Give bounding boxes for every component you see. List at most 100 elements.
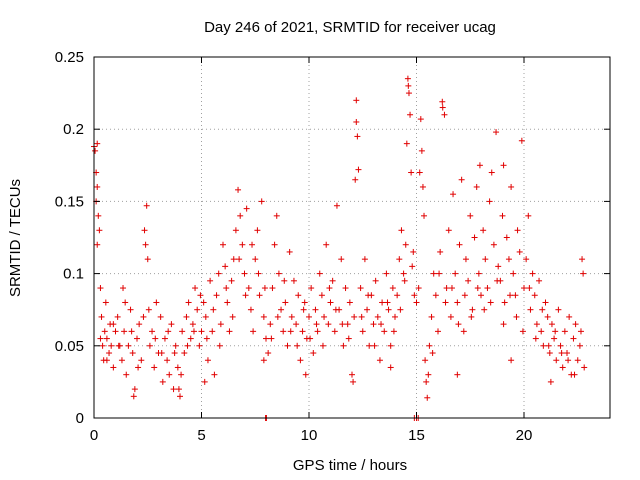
data-point [187, 335, 194, 342]
data-point [471, 234, 478, 241]
data-point [566, 313, 573, 320]
plot-frame [93, 56, 611, 419]
data-point [268, 335, 275, 342]
data-point [340, 342, 347, 349]
data-point [396, 256, 403, 263]
data-point [445, 227, 452, 234]
data-point [135, 364, 142, 371]
data-point [201, 378, 208, 385]
data-point [402, 241, 409, 248]
data-point [293, 321, 300, 328]
data-point [284, 342, 291, 349]
data-point [108, 342, 115, 349]
data-point [120, 285, 127, 292]
data-point [397, 306, 404, 313]
data-point [505, 256, 512, 263]
data-point [319, 342, 326, 349]
data-point [387, 364, 394, 371]
data-point [507, 292, 514, 299]
data-point [408, 169, 415, 176]
data-points [91, 75, 588, 421]
data-point [564, 350, 570, 357]
data-point [358, 313, 365, 320]
data-point [247, 306, 254, 313]
data-point [280, 328, 287, 335]
data-point [407, 111, 414, 118]
data-point [263, 335, 269, 342]
y-axis-ticks: 0 0.05 0.1 0.15 0.2 0.25 [55, 49, 610, 427]
data-point [415, 285, 422, 292]
data-point [321, 313, 328, 320]
data-point [349, 371, 355, 378]
data-point [555, 306, 562, 313]
data-point [441, 111, 448, 118]
data-point [273, 212, 280, 219]
data-point [419, 183, 426, 190]
data-point [99, 342, 106, 349]
data-point [462, 256, 469, 263]
data-point [203, 335, 210, 342]
data-point [300, 306, 307, 313]
data-point [425, 371, 432, 378]
x-tick-label: 0 [90, 427, 98, 444]
data-point [447, 313, 454, 320]
data-point [143, 202, 150, 209]
data-point [352, 176, 359, 183]
data-point [411, 292, 418, 299]
data-point [200, 299, 207, 306]
data-point [344, 321, 351, 328]
data-point [521, 285, 527, 292]
data-point [540, 342, 547, 349]
data-point [552, 328, 559, 335]
data-point [299, 328, 306, 335]
data-point [490, 241, 497, 248]
data-point [265, 350, 272, 357]
data-point [114, 313, 121, 320]
data-point [112, 328, 119, 335]
data-point [469, 306, 476, 313]
y-tick-label: 0.25 [55, 49, 84, 66]
data-point [235, 186, 242, 193]
data-point [128, 328, 135, 335]
data-point [370, 321, 377, 328]
data-point [177, 393, 183, 400]
data-point [217, 321, 224, 328]
data-point [243, 205, 250, 212]
data-point [510, 270, 517, 277]
data-point [232, 227, 239, 234]
data-point [239, 241, 246, 248]
data-point [488, 169, 495, 176]
data-point [125, 342, 132, 349]
data-point [338, 256, 345, 263]
data-point [525, 212, 532, 219]
data-point [152, 335, 159, 342]
data-point [571, 371, 578, 378]
data-point [353, 118, 360, 125]
data-point [475, 270, 482, 277]
data-point [354, 133, 361, 140]
y-tick-label: 0.15 [55, 193, 84, 210]
data-point [536, 277, 543, 284]
y-tick-label: 0.2 [63, 121, 84, 138]
data-point [454, 299, 461, 306]
data-point [172, 342, 179, 349]
data-point [385, 306, 392, 313]
data-point [149, 328, 156, 335]
data-point [422, 357, 429, 364]
data-point [429, 350, 436, 357]
data-point [286, 248, 293, 255]
data-point [519, 328, 526, 335]
data-point [480, 227, 487, 234]
data-point [179, 328, 186, 335]
data-point [275, 270, 282, 277]
data-point [418, 147, 425, 154]
data-point [474, 285, 481, 292]
x-axis-ticks: 0 5 10 15 20 [90, 57, 532, 444]
data-point [288, 313, 295, 320]
data-point [430, 270, 437, 277]
data-point [183, 313, 190, 320]
data-point [512, 292, 519, 299]
data-point [110, 364, 117, 371]
data-point [526, 285, 533, 292]
data-point [439, 98, 446, 105]
